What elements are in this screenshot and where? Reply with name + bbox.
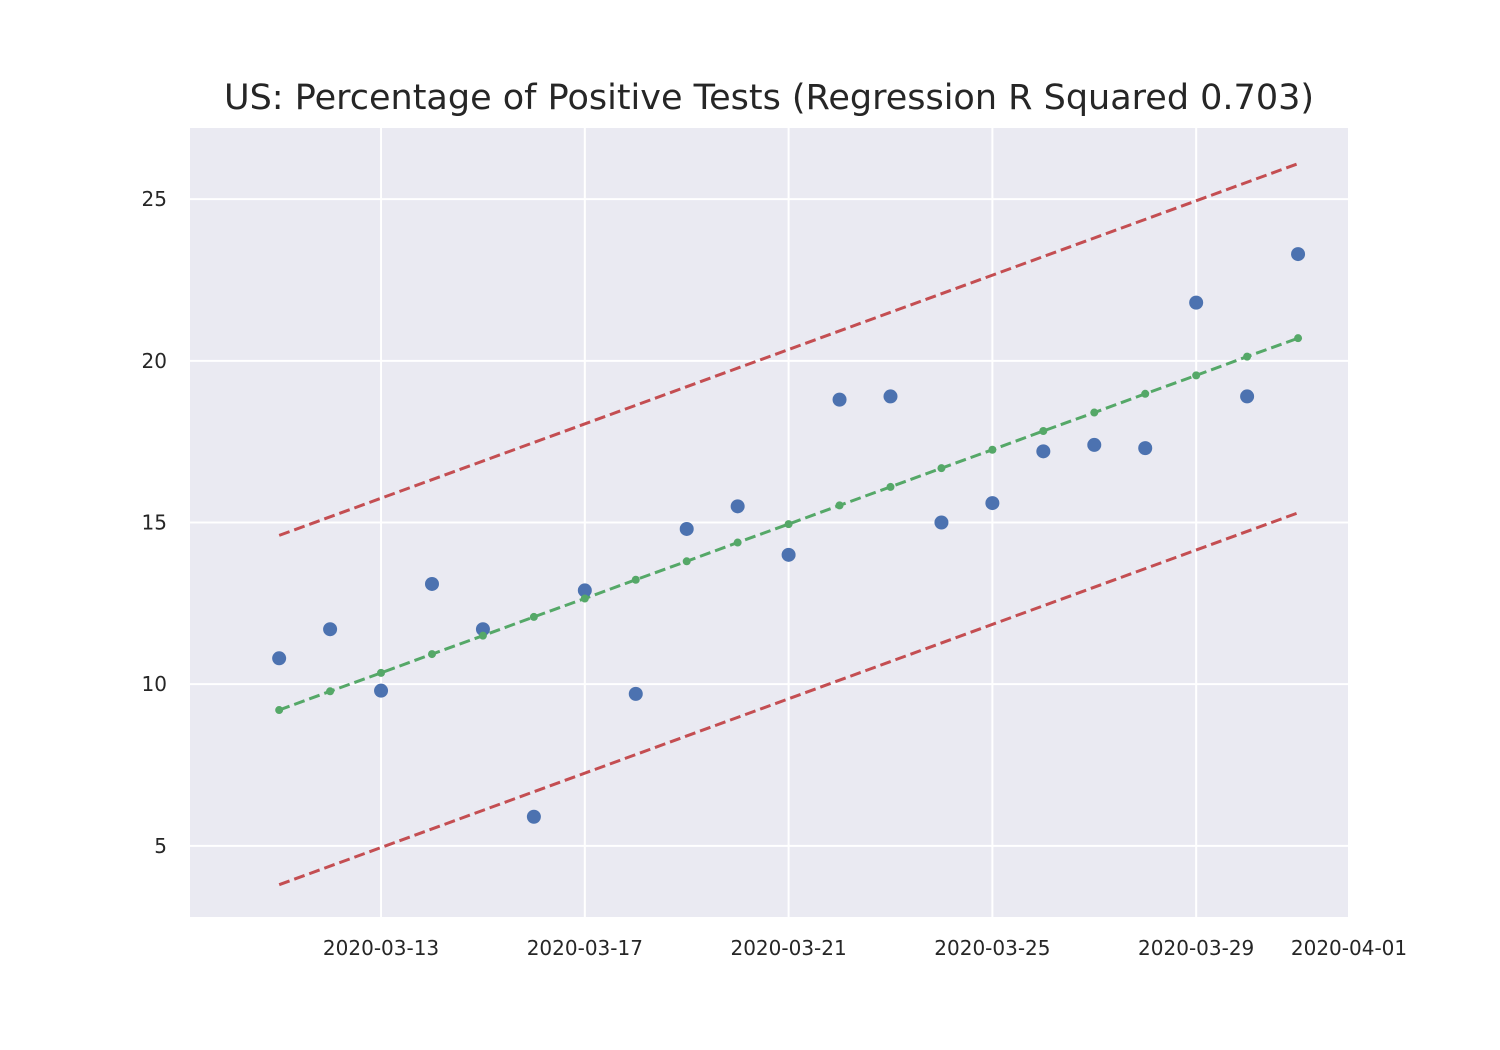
fit-point: [886, 482, 895, 491]
observed-point: [679, 521, 694, 536]
observed-point: [985, 496, 1000, 511]
fit-point: [682, 557, 691, 566]
fit-point: [784, 520, 793, 529]
observed-point: [832, 392, 847, 407]
x-tick-label: 2020-03-25: [934, 936, 1050, 960]
y-tick-label: 5: [154, 834, 167, 858]
fit-point: [427, 650, 436, 659]
y-axis-ticks: 5 10 15 20 25: [142, 187, 167, 858]
upper-bound-line: [278, 162, 1299, 537]
chart-title: US: Percentage of Positive Tests (Regres…: [223, 78, 1315, 118]
fit-point: [1243, 352, 1252, 361]
observed-point: [1189, 295, 1204, 310]
fit-point: [1141, 389, 1150, 398]
observed-point: [628, 686, 643, 701]
fit-point: [1090, 408, 1099, 417]
observed-point: [1036, 444, 1051, 459]
observed-point: [272, 651, 287, 666]
fit-point: [937, 464, 946, 473]
fit-point: [275, 706, 284, 715]
observed-point: [1087, 437, 1102, 452]
fit-point: [326, 687, 335, 696]
lower-bound-line: [278, 511, 1299, 887]
fit-point: [733, 538, 742, 547]
y-tick-label: 20: [142, 349, 167, 373]
observed-point: [374, 683, 389, 698]
series-points: [272, 247, 1306, 824]
fit-point: [1294, 334, 1303, 343]
x-tick-label: 2020-04-01: [1291, 936, 1407, 960]
fit-point: [377, 668, 386, 677]
observed-point: [424, 576, 439, 591]
observed-point: [1240, 389, 1255, 404]
fit-point: [1192, 371, 1201, 380]
fit-point: [988, 445, 997, 454]
observed-point: [323, 622, 338, 637]
fit-point: [835, 501, 844, 510]
x-axis-ticks: 2020-03-13 2020-03-17 2020-03-21 2020-03-25…: [323, 936, 1407, 960]
y-tick-label: 10: [142, 672, 167, 696]
observed-point: [730, 499, 745, 514]
y-tick-label: 25: [142, 187, 167, 211]
observed-point: [577, 583, 592, 598]
fit-point: [631, 575, 640, 584]
observed-point: [475, 622, 490, 637]
fit-line: [278, 336, 1299, 712]
fit-point: [1039, 426, 1048, 435]
observed-point: [1138, 441, 1153, 456]
fit-point: [529, 612, 538, 621]
x-tick-label: 2020-03-21: [730, 936, 846, 960]
x-tick-label: 2020-03-29: [1138, 936, 1254, 960]
y-tick-label: 15: [142, 511, 167, 535]
series-lines: [278, 162, 1299, 887]
fit-point: [478, 631, 487, 640]
observed-point: [883, 389, 898, 404]
x-tick-label: 2020-03-13: [323, 936, 439, 960]
observed-point: [934, 515, 949, 530]
observed-point: [1291, 247, 1306, 262]
fit-point: [580, 594, 589, 603]
observed-point: [526, 809, 541, 824]
observed-point: [781, 547, 796, 562]
x-tick-label: 2020-03-17: [527, 936, 643, 960]
